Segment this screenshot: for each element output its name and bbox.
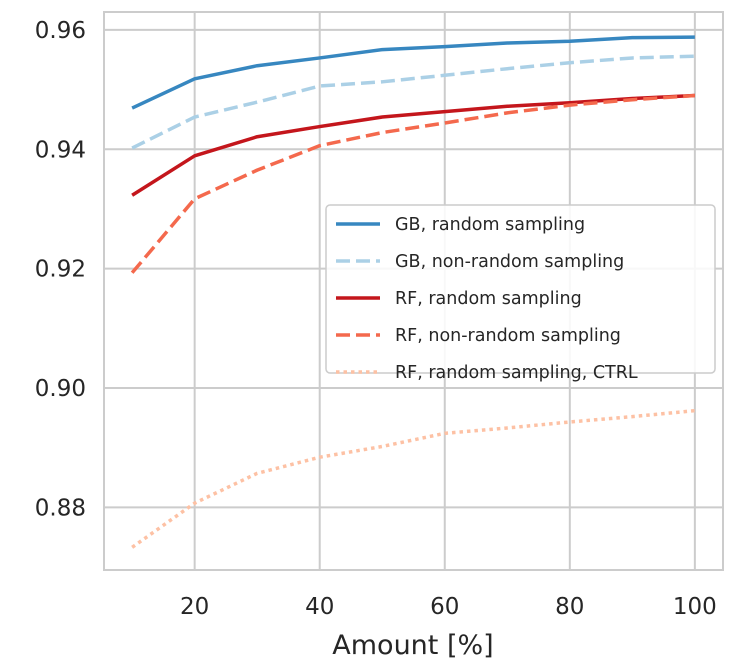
series-line-2 [131, 54, 695, 150]
x-tick-label: 60 [430, 594, 459, 620]
legend-label: RF, non-random sampling [395, 326, 621, 346]
y-tick-labels: 0.88 0.90 0.92 0.94 0.96 [35, 18, 86, 521]
series-line-3 [131, 93, 695, 197]
legend-label: GB, non-random sampling [395, 252, 624, 272]
series-line-4 [130, 93, 695, 274]
y-tick-label: 0.88 [35, 495, 86, 521]
x-tick-label: 20 [180, 594, 209, 620]
series-line-1 [131, 35, 695, 110]
y-tick-label: 0.94 [35, 137, 86, 163]
y-tick-label: 0.92 [35, 257, 86, 283]
y-tick-label: 0.96 [35, 18, 86, 44]
x-tick-label: 80 [555, 594, 584, 620]
legend-label: RF, random sampling [395, 289, 582, 309]
x-axis-label: Amount [%] [332, 630, 493, 661]
legend-label: RF, random sampling, CTRL [395, 363, 638, 383]
plot-frame [103, 11, 724, 571]
legend: GB, random sampling GB, non-random sampli… [325, 204, 716, 383]
x-tick-labels: 20 40 60 80 100 [180, 594, 717, 620]
legend-box [325, 204, 716, 374]
x-tick-label: 40 [305, 594, 334, 620]
x-tick-label: 100 [673, 594, 717, 620]
series-layer [130, 35, 696, 549]
legend-label: GB, random sampling [395, 215, 585, 235]
y-tick-label: 0.90 [35, 376, 86, 402]
